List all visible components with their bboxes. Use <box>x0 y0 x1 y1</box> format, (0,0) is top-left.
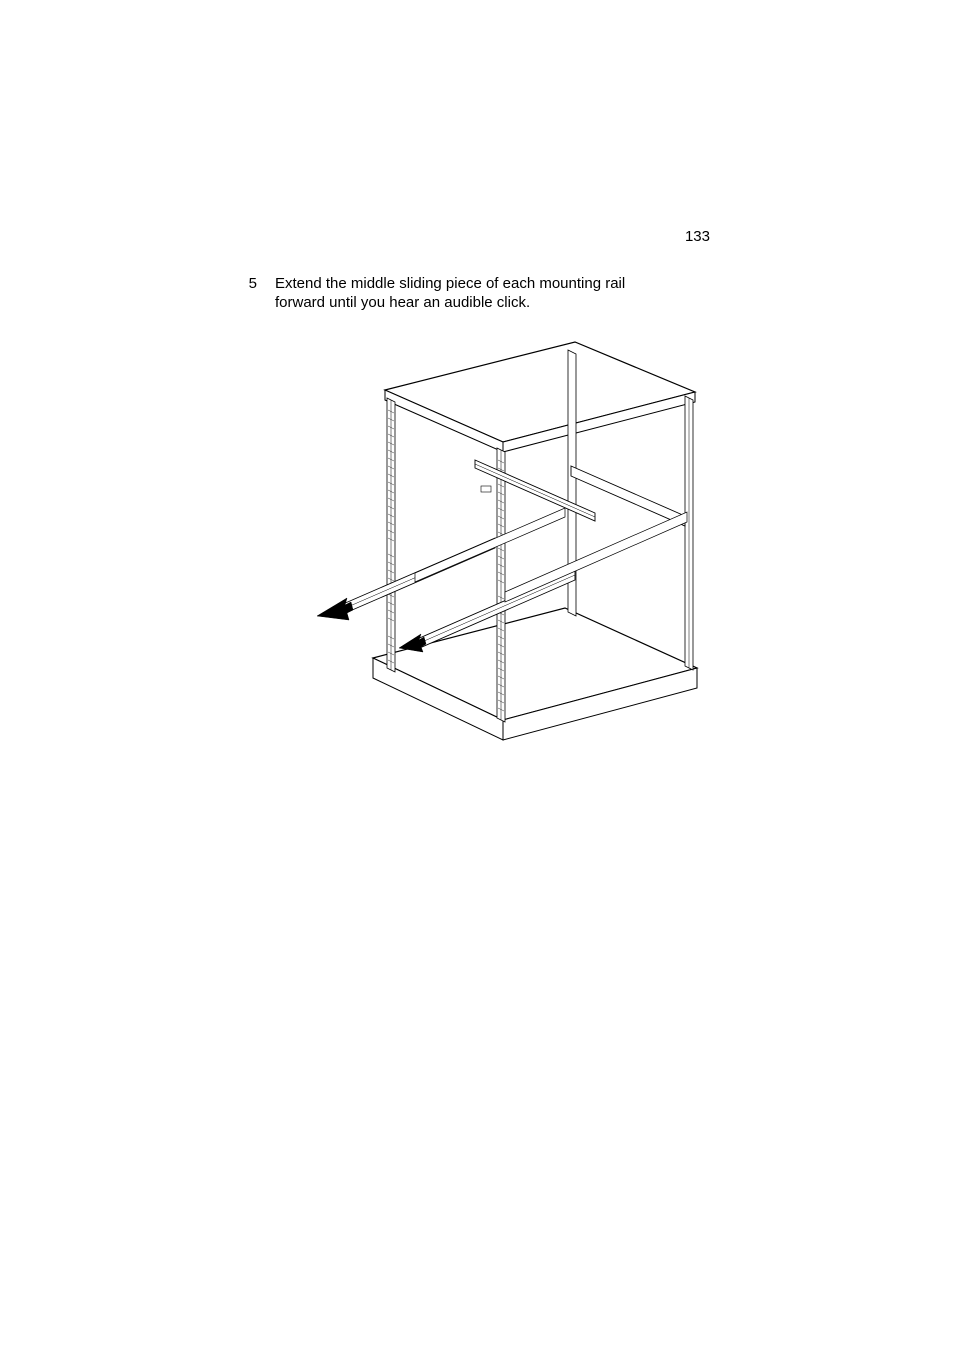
rack-diagram <box>295 320 705 750</box>
rack-illustration-svg <box>295 320 705 750</box>
instruction-text: Extend the middle sliding piece of each … <box>275 275 645 313</box>
step-number: 5 <box>245 275 257 292</box>
page-number: 133 <box>685 228 710 245</box>
instruction-step: 5 Extend the middle sliding piece of eac… <box>245 275 645 313</box>
